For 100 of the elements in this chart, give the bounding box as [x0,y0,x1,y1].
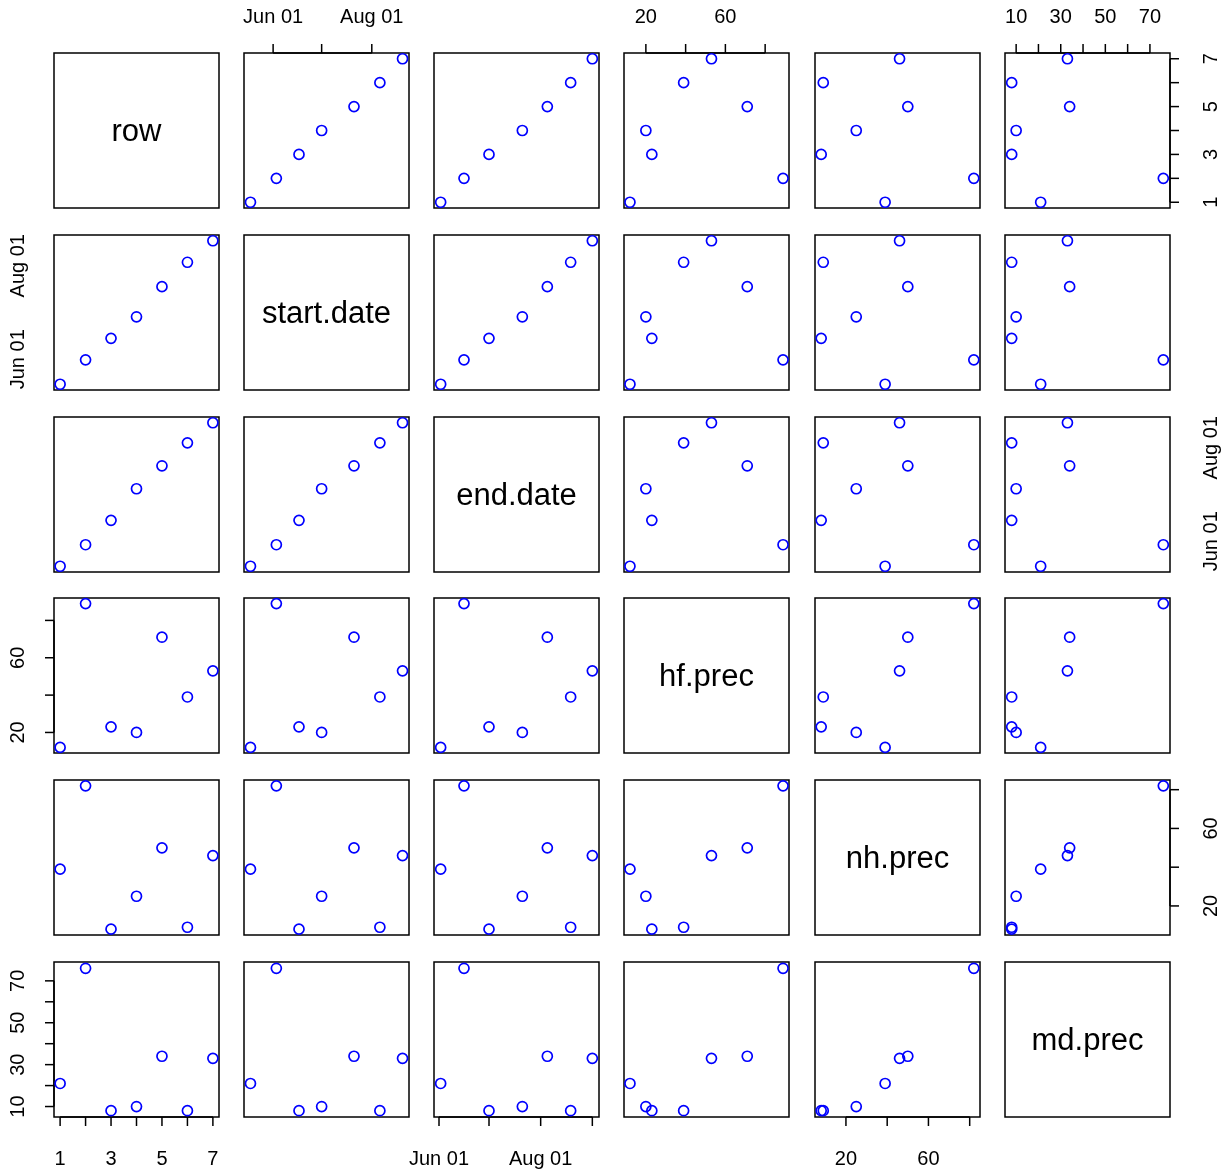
y-tick-label: 5 [1199,101,1221,113]
point [293,923,305,936]
y-tick-label: 3 [1199,148,1221,160]
point [586,52,599,65]
point [270,538,283,551]
text: Jun 01 [1199,511,1221,572]
point [483,148,495,161]
point [156,631,168,644]
point [1034,378,1047,391]
point [434,378,447,391]
x-tick-label: 60 [714,5,737,27]
point [967,172,980,185]
point [879,378,891,391]
x-tick-label: 30 [1049,5,1072,27]
point [374,436,386,449]
point [967,962,980,975]
text: start.date [261,295,392,330]
point [396,52,409,65]
point [348,459,360,472]
point [396,416,409,429]
point [130,1100,143,1113]
point [156,459,168,472]
point [893,52,906,65]
point [1005,76,1018,89]
point [1157,597,1170,610]
point [967,538,980,551]
point [850,726,863,739]
point [315,726,328,739]
point [207,416,219,429]
text: hf.prec [659,658,754,693]
point [458,779,470,792]
point [1063,100,1076,113]
y-tick-label: 30 [6,1053,28,1076]
point [207,1052,219,1065]
point [741,1050,754,1063]
point [348,100,360,113]
point [315,890,328,903]
point [1005,514,1018,527]
point [1157,779,1170,792]
point [130,482,143,495]
point [850,310,863,323]
point [434,741,447,754]
point [1010,890,1022,903]
point [624,378,636,391]
point [244,863,257,875]
point [374,691,386,703]
point [54,863,66,875]
point [156,280,168,293]
point [564,1104,577,1117]
point [1005,721,1018,733]
point [893,416,906,429]
point [777,779,789,792]
point [1034,741,1047,754]
point [901,280,914,293]
point [677,1104,690,1117]
point [624,863,636,875]
point [315,124,328,137]
point [156,1050,168,1063]
point [901,100,914,113]
point [181,691,194,703]
x-tick-label: 20 [634,5,657,27]
x-tick-label: 20 [834,1147,858,1169]
point [396,849,409,862]
point [850,124,863,137]
point [130,726,143,739]
point [54,378,66,391]
x-tick-label: 60 [917,1147,940,1169]
point [434,863,447,875]
point [624,560,636,573]
point [677,76,690,89]
x-tick-label: 1 [54,1147,66,1169]
point [893,664,906,677]
point [624,1077,636,1090]
point [1061,234,1074,247]
point [293,514,305,527]
point [817,76,830,89]
point [54,1077,66,1090]
point [105,923,117,936]
point [541,280,554,293]
x-tick-label: 7 [207,1147,219,1169]
point [374,921,386,934]
point [586,664,599,677]
point [879,196,891,209]
point [207,664,219,677]
x-tick-label: Jun 01 [408,1147,470,1169]
y-tick-label: 1 [1199,196,1221,208]
point [1034,196,1047,209]
point [677,436,690,449]
point [105,332,117,345]
point [1005,148,1018,161]
text: md.prec [1031,1022,1144,1057]
point [817,691,830,703]
point [374,1104,386,1117]
point [54,560,66,573]
point [967,597,980,610]
point [586,849,599,862]
text: Aug 01 [1199,416,1221,480]
point [1061,664,1074,677]
point [1034,560,1047,573]
point [483,923,495,936]
